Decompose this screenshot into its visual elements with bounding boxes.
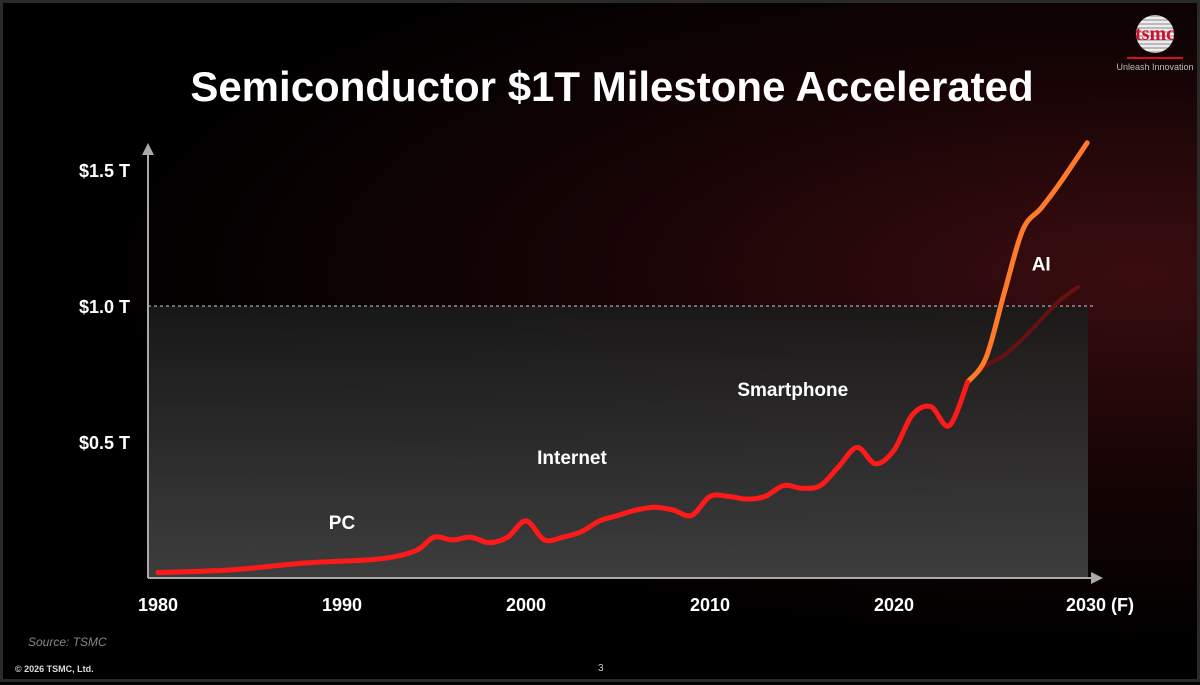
y-axis-arrow xyxy=(142,143,154,155)
y-tick-label: $1.5 T xyxy=(79,161,130,181)
x-tick-label: 2000 xyxy=(506,595,546,615)
x-tick-label: 1990 xyxy=(322,595,362,615)
annotation-label: Internet xyxy=(537,448,607,469)
page-number: 3 xyxy=(598,663,604,674)
source-note: Source: TSMC xyxy=(28,635,107,649)
annotation-label: PC xyxy=(329,513,356,534)
annotation-label: AI xyxy=(1032,255,1051,276)
y-tick-label: $0.5 T xyxy=(79,433,130,453)
copyright: © 2026 TSMC, Ltd. xyxy=(15,664,94,674)
x-tick-label: 1980 xyxy=(138,595,178,615)
x-tick-label: 2030 (F) xyxy=(1066,595,1134,615)
chart: 1980 1990 2000 2010 2020 2030 (F) $0.5 T $1.0 T… xyxy=(3,3,1200,685)
plot-area-shading xyxy=(148,306,1088,578)
x-tick-label: 2020 xyxy=(874,595,914,615)
annotation-label: Smartphone xyxy=(737,380,848,401)
x-axis-arrow xyxy=(1091,572,1103,584)
y-tick-label: $1.0 T xyxy=(79,297,130,317)
x-tick-label: 2010 xyxy=(690,595,730,615)
